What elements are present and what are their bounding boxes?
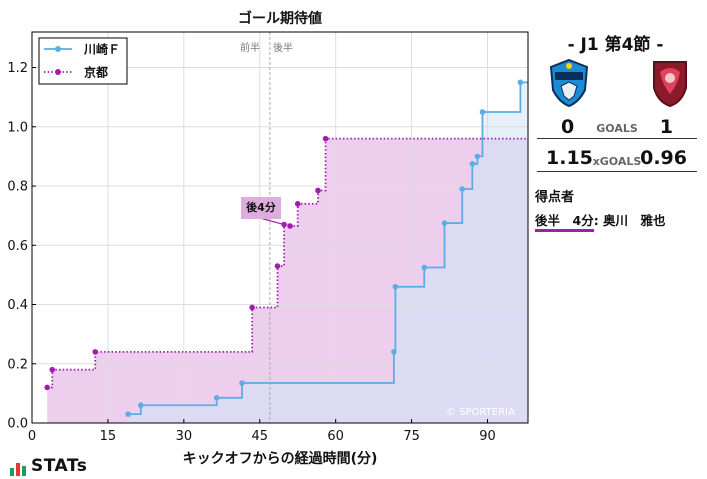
- away-goals: 1: [659, 116, 673, 138]
- goal-annotation: 後4分: [241, 197, 281, 219]
- series-0-point: [441, 220, 448, 226]
- x-tick-label: 15: [100, 429, 117, 444]
- stats-bars-icon: [10, 463, 26, 476]
- x-tick-label: 45: [251, 429, 268, 444]
- series-0-point: [459, 186, 466, 192]
- series-1-point: [281, 221, 287, 228]
- legend-marker-1: [55, 69, 61, 75]
- stats-logo: STATs: [10, 456, 87, 476]
- y-tick-label: 0.0: [7, 417, 28, 432]
- scorer-time: 後半 4分: [535, 213, 594, 232]
- x-tick-label: 75: [403, 429, 420, 444]
- series-area-0: [128, 82, 528, 423]
- series-1-point: [287, 223, 293, 229]
- series-0-point: [125, 411, 131, 417]
- series-1-point: [44, 384, 50, 391]
- series-0-point: [239, 380, 245, 386]
- scorer-item: 後半 4分: 奥川 雅也: [535, 210, 666, 232]
- legend-box: [38, 37, 128, 85]
- home-xg: 1.15: [546, 147, 593, 169]
- home-goals: 0: [561, 116, 575, 138]
- series-1-point: [274, 263, 281, 269]
- x-tick-label: 90: [479, 429, 496, 444]
- y-tick-label: 0.4: [7, 298, 28, 313]
- away-xg: 0.96: [640, 147, 687, 169]
- sanga-crest-icon: [653, 61, 687, 108]
- annotation-pointer: [259, 217, 285, 226]
- legend-label-1: 京都: [84, 65, 108, 80]
- xg-label: xGOALS: [592, 155, 642, 168]
- series-1-point: [92, 349, 99, 355]
- x-tick-label: 60: [327, 429, 344, 444]
- scorers-title: 得点者: [535, 190, 575, 205]
- y-tick-label: 1.0: [7, 120, 28, 135]
- series-0-point: [391, 349, 397, 355]
- series-0-point: [138, 402, 144, 409]
- goals-label: GOALS: [596, 122, 638, 135]
- series-1-point: [49, 366, 56, 373]
- y-tick-label: 0.2: [7, 357, 28, 372]
- series-0-point: [474, 153, 481, 160]
- y-tick-label: 1.2: [7, 61, 28, 76]
- x-axis-label: キックオフからの経過時間(分): [182, 451, 378, 467]
- x-tick-label: 0: [28, 429, 36, 444]
- frontale-crest-icon: [549, 58, 589, 108]
- chart-title: ゴール期待値: [238, 11, 322, 27]
- series-0-point: [479, 109, 486, 115]
- xg-row: 1.15 xGOALS 0.96: [537, 147, 697, 172]
- series-line-0: [128, 81, 528, 416]
- scorer-name: : 奥川 雅也: [593, 213, 666, 228]
- legend-label-0: 川崎Ｆ: [83, 42, 120, 57]
- match-title: - J1 第4節 -: [567, 35, 664, 55]
- y-tick-label: 0.8: [7, 180, 28, 195]
- series-0-point: [213, 395, 220, 401]
- legend-marker-0: [55, 46, 61, 52]
- second-half-label: 後半: [273, 43, 293, 54]
- y-tick-label: 0.6: [7, 239, 28, 254]
- series-0-point: [421, 264, 428, 271]
- first-half-label: 前半: [240, 43, 260, 54]
- series-1-point: [322, 135, 329, 142]
- series-0-point: [469, 161, 476, 167]
- series-1-point: [315, 187, 321, 194]
- x-tick-label: 30: [176, 429, 193, 444]
- series-0-point: [392, 283, 399, 290]
- brand-name: STATs: [31, 456, 88, 476]
- goals-row: 0 GOALS 1: [537, 116, 697, 139]
- watermark: © SPORTERIA: [446, 407, 515, 418]
- series-0-point: [517, 79, 524, 86]
- series-1-point: [294, 201, 301, 207]
- plot-frame: [31, 31, 529, 424]
- series-1-point: [249, 304, 255, 311]
